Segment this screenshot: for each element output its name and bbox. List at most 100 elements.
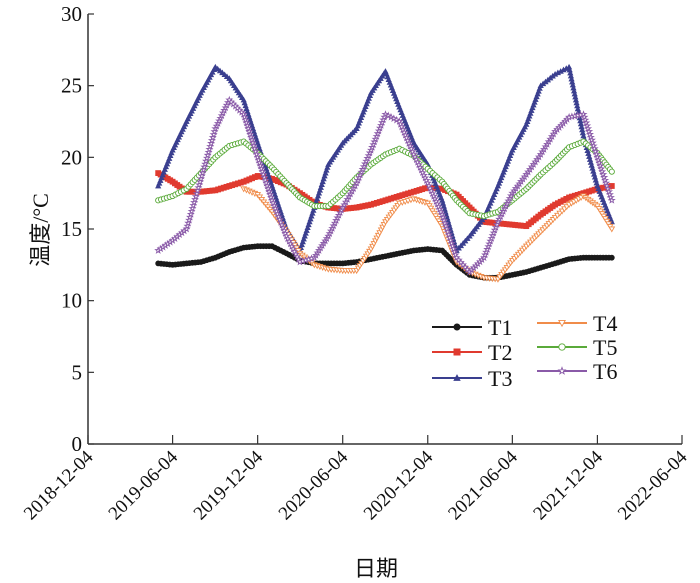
data-point-T6 [272, 207, 281, 215]
data-point-T3 [303, 227, 310, 233]
legend-label: T3 [488, 366, 512, 391]
data-point-T3 [360, 108, 367, 115]
data-point-T3 [168, 149, 175, 156]
data-point-T3 [319, 178, 326, 185]
data-point-T6 [436, 207, 445, 216]
data-point-T1 [608, 254, 615, 261]
data-point-T6 [447, 239, 456, 247]
legend-marker-T1 [453, 323, 461, 331]
data-point-T3 [321, 172, 328, 179]
data-point-T3 [158, 174, 165, 181]
data-point-T6 [595, 158, 604, 167]
data-point-T6 [423, 178, 432, 187]
y-tick-label: 0 [72, 432, 83, 456]
data-point-T3 [524, 118, 531, 124]
data-point-T3 [307, 215, 314, 222]
data-point-T3 [157, 177, 164, 183]
data-point-T3 [505, 155, 513, 161]
data-point-T6 [591, 147, 600, 155]
data-point-T3 [502, 163, 509, 170]
data-point-T3 [363, 100, 370, 107]
data-point-T6 [601, 176, 610, 184]
y-tick-label: 20 [61, 145, 82, 169]
data-point-T6 [421, 173, 430, 182]
data-point-T6 [245, 127, 254, 135]
data-point-T3 [498, 174, 505, 181]
data-point-T6 [275, 215, 284, 223]
data-point-T3 [316, 187, 324, 193]
y-tick-label: 25 [61, 74, 82, 98]
data-point-T3 [491, 191, 498, 197]
data-point-T6 [289, 244, 298, 253]
data-point-T6 [250, 144, 259, 153]
data-point-T3 [317, 184, 324, 190]
x-tick-label: 2019-12-04 [190, 446, 268, 524]
data-point-T3 [356, 117, 364, 123]
data-point-T6 [606, 193, 615, 201]
data-point-T6 [444, 230, 453, 239]
data-point-T6 [402, 133, 411, 142]
data-point-T3 [310, 207, 317, 213]
data-point-T6 [264, 184, 273, 193]
data-point-T6 [276, 218, 285, 226]
data-point-T6 [448, 241, 457, 250]
data-point-T6 [592, 150, 601, 158]
data-point-T5 [608, 168, 615, 175]
data-point-T6 [607, 196, 616, 204]
legend-marker-T3 [453, 374, 461, 381]
data-point-T6 [418, 168, 427, 177]
x-tick-label: 2021-12-04 [529, 446, 607, 524]
data-point-T3 [314, 195, 321, 202]
data-point-T6 [247, 133, 256, 141]
legend-item-T4: T4 [537, 311, 617, 336]
data-point-T6 [605, 190, 614, 198]
data-point-T3 [305, 221, 312, 228]
data-point-T3 [161, 166, 168, 172]
data-point-T6 [239, 110, 248, 118]
data-point-T6 [244, 124, 253, 133]
data-point-T6 [266, 190, 275, 198]
data-point-T6 [255, 158, 264, 167]
data-point-T3 [488, 197, 495, 203]
data-point-T3 [306, 218, 313, 225]
data-point-T6 [433, 199, 442, 208]
data-point-T3 [531, 99, 538, 105]
data-point-T3 [167, 152, 174, 159]
data-point-T6 [249, 141, 258, 150]
data-point-T6 [396, 120, 405, 128]
data-point-T6 [604, 184, 612, 193]
x-tick-label: 2022-06-04 [614, 446, 692, 524]
data-point-T6 [279, 223, 288, 232]
data-point-T6 [282, 231, 291, 240]
data-point-T6 [261, 176, 270, 184]
data-point-T6 [424, 181, 433, 190]
data-point-T3 [308, 212, 315, 219]
data-point-T6 [252, 150, 261, 158]
legend-item-T1: T1 [432, 315, 512, 340]
legend-label: T2 [488, 340, 512, 365]
data-point-T6 [603, 181, 611, 190]
data-point-T6 [579, 110, 588, 118]
data-point-T6 [422, 176, 431, 184]
data-point-T3 [156, 180, 163, 186]
data-point-T6 [581, 115, 590, 124]
data-point-T3 [504, 157, 512, 164]
data-point-T3 [530, 101, 537, 108]
x-tick-label: 2019-06-04 [105, 446, 183, 524]
data-point-T3 [166, 155, 173, 161]
series-layer [154, 63, 616, 283]
data-point-T6 [587, 135, 596, 144]
data-point-T3 [487, 199, 494, 206]
data-point-T3 [301, 232, 308, 239]
data-point-T3 [533, 93, 540, 100]
data-point-T6 [412, 155, 421, 164]
legend-marker-T5 [558, 343, 566, 351]
data-point-T3 [155, 182, 162, 189]
data-point-T6 [599, 170, 608, 178]
data-point-T3 [492, 188, 499, 195]
legend-label: T4 [593, 311, 617, 336]
legend-item-T5: T5 [537, 335, 617, 360]
data-point-T3 [500, 169, 507, 175]
data-point-T6 [270, 201, 279, 210]
data-point-T3 [165, 157, 172, 164]
